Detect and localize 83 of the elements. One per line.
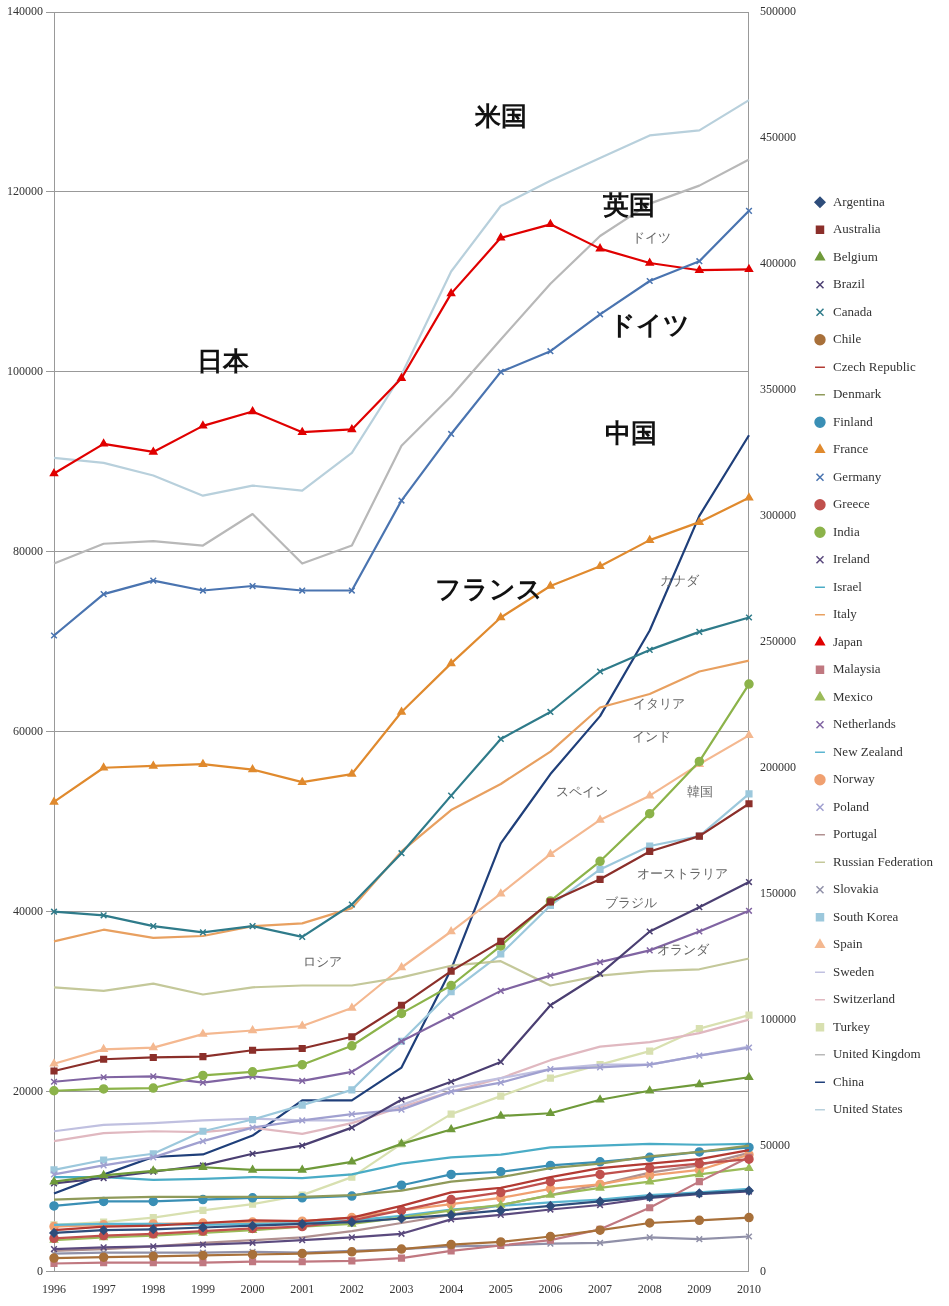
legend-label: Norway — [832, 771, 876, 787]
y2-tick-label: 500000 — [759, 4, 796, 19]
legend-label: Turkey — [832, 1018, 871, 1034]
legend-label: Italy — [832, 606, 858, 622]
y-tick-label: 140000 — [7, 4, 43, 19]
y-tick-label: 40000 — [13, 903, 43, 918]
x-tick-label: 2004 — [439, 1281, 464, 1296]
legend-label: Canada — [832, 303, 873, 319]
annotation: ブラジル — [604, 895, 657, 911]
annotation: ドイツ — [632, 230, 672, 246]
y2-tick-label: 350000 — [759, 382, 796, 397]
legend-label: Finland — [832, 413, 874, 429]
annotation: イタリア — [632, 696, 685, 712]
legend-label: Netherlands — [832, 716, 896, 732]
x-tick-label: 2010 — [736, 1281, 761, 1296]
legend-label: Belgium — [832, 248, 878, 264]
legend-label: Czech Republic — [832, 358, 916, 374]
legend-label: France — [832, 441, 869, 457]
legend-label: Japan — [832, 633, 864, 649]
legend-label: New Zealand — [832, 743, 904, 759]
legend-label: Switzerland — [832, 991, 896, 1007]
x-tick-label: 1996 — [42, 1281, 66, 1296]
x-tick-label: 1997 — [91, 1281, 116, 1296]
y2-tick-label: 100000 — [759, 1011, 796, 1026]
x-tick-label: 2001 — [290, 1281, 315, 1296]
y-tick-label: 100000 — [7, 364, 43, 379]
y2-tick-label: 250000 — [759, 633, 796, 648]
y-tick-label: 60000 — [13, 723, 43, 738]
annotation: フランス — [435, 574, 544, 605]
legend-label: Greece — [832, 496, 871, 512]
legend-label: Spain — [832, 936, 864, 952]
legend-label: Chile — [832, 331, 862, 347]
annotation: オランダ — [656, 941, 710, 957]
legend-label: Russian Federation — [832, 853, 934, 869]
x-tick-label: 1998 — [141, 1281, 166, 1296]
legend-label: Malaysia — [832, 661, 881, 677]
annotation: ドイツ — [609, 309, 691, 340]
legend-label: Poland — [832, 798, 870, 814]
legend-label: Australia — [832, 221, 881, 237]
legend-label: South Korea — [832, 908, 899, 924]
annotation: スペイン — [556, 784, 609, 800]
annotation: ロシア — [302, 954, 342, 970]
y2-tick-label: 150000 — [759, 885, 796, 900]
x-tick-label: 2000 — [240, 1281, 265, 1296]
x-tick-label: 2002 — [339, 1281, 364, 1296]
annotation: 米国 — [473, 100, 527, 131]
legend-label: Germany — [832, 468, 882, 484]
x-tick-label: 2005 — [488, 1281, 513, 1296]
annotation: 中国 — [604, 417, 657, 448]
y2-tick-label: 450000 — [759, 130, 796, 145]
legend-label: Ireland — [832, 551, 871, 567]
legend-label: China — [832, 1073, 865, 1089]
x-tick-label: 1999 — [190, 1281, 215, 1296]
x-tick-label: 2009 — [687, 1281, 712, 1296]
y-tick-label: 80000 — [13, 543, 43, 558]
legend-label: United Kingdom — [832, 1046, 921, 1062]
legend-label: Slovakia — [832, 881, 879, 897]
annotation: 韓国 — [687, 784, 714, 800]
legend-label: Portugal — [832, 826, 878, 842]
legend-label: Israel — [832, 578, 863, 594]
y2-tick-label: 50000 — [759, 1137, 790, 1152]
legend-label: Sweden — [832, 963, 875, 979]
x-tick-label: 2008 — [637, 1281, 662, 1296]
y2-tick-label: 400000 — [759, 256, 796, 271]
x-tick-label: 2007 — [588, 1281, 613, 1296]
y2-tick-label: 0 — [759, 1263, 766, 1278]
y-tick-label: 120000 — [7, 184, 43, 199]
x-tick-label: 2006 — [538, 1281, 563, 1296]
annotation: 日本 — [196, 346, 250, 377]
legend-label: Denmark — [832, 386, 882, 402]
y-tick-label: 0 — [37, 1263, 43, 1278]
legend-label: Argentina — [832, 193, 885, 209]
legend-label: Mexico — [832, 688, 873, 704]
annotation: 英国 — [601, 189, 655, 220]
annotation: インド — [632, 728, 672, 744]
y2-tick-label: 200000 — [759, 759, 796, 774]
legend-label: Brazil — [832, 276, 866, 292]
legend-label: India — [832, 523, 860, 539]
y-tick-label: 20000 — [13, 1083, 43, 1098]
y2-tick-label: 300000 — [759, 508, 796, 522]
annotation: オーストラリア — [637, 866, 729, 882]
x-tick-label: 2003 — [389, 1281, 414, 1296]
legend-label: United States — [832, 1101, 903, 1117]
